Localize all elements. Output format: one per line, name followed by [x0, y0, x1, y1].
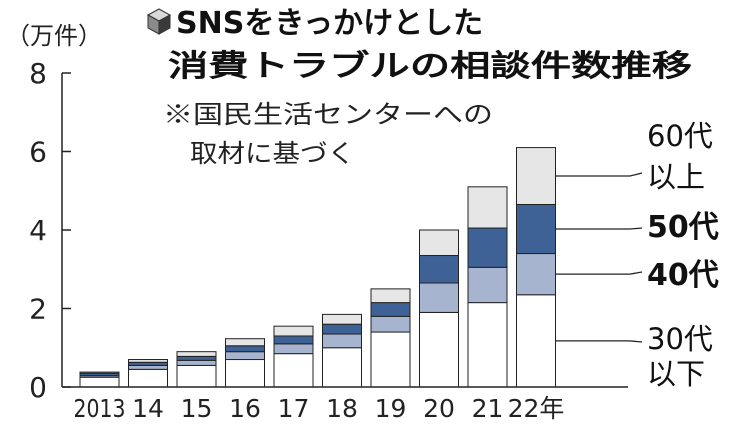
- y-tick-label: 8: [29, 57, 47, 90]
- bar-segment-2: [176, 359, 217, 366]
- bar-segment-2: [419, 282, 459, 313]
- legend-leader: [629, 227, 643, 230]
- bar-segment-1: [419, 311, 459, 388]
- legend-leader: [629, 340, 643, 343]
- bar-segment-3: [419, 255, 459, 284]
- bar-segment-4: [273, 325, 314, 337]
- bar-segment-2: [467, 266, 508, 304]
- legend-label-line2: 以下: [647, 357, 705, 391]
- bar-segment-2: [322, 333, 362, 349]
- bar-segment-3: [273, 335, 314, 345]
- bar-segment-1: [273, 353, 314, 388]
- y-tick-label: 6: [29, 136, 47, 169]
- bar-segment-2: [273, 343, 314, 355]
- x-tick-label: 19: [375, 394, 407, 423]
- y-tick-label: 4: [29, 214, 47, 247]
- legend-label: 60代: [647, 119, 713, 153]
- bar-segment-1: [176, 364, 217, 388]
- bar-segment-3: [370, 302, 411, 317]
- bar-segment-3: [176, 355, 217, 361]
- bar-segment-4: [128, 359, 168, 363]
- x-tick-label: 22年: [508, 394, 565, 423]
- bar-segment-1: [128, 368, 168, 388]
- chart-title-line2: 消費トラブルの相談件数推移: [168, 49, 692, 84]
- x-tick-label: 15: [181, 394, 213, 423]
- note-line1: ※国民生活センターへの: [163, 100, 493, 129]
- bar-segment-2: [516, 253, 556, 296]
- chart-title-line1: SNSをきっかけとした: [176, 6, 483, 41]
- x-tick-label: 21: [472, 394, 504, 423]
- bar-segment-4: [467, 186, 508, 229]
- bar-segment-3: [225, 345, 265, 353]
- note-line2: 取材に基づく: [190, 139, 355, 168]
- bar-segment-3: [322, 323, 362, 335]
- x-tick-label: 17: [278, 394, 310, 423]
- legend-leader: [629, 271, 643, 275]
- bar-segment-2: [128, 364, 168, 370]
- bar-segment-1: [79, 376, 120, 388]
- bar-segment-3: [467, 227, 508, 268]
- bars: [79, 147, 556, 388]
- bar-segment-4: [419, 229, 459, 257]
- x-tick-label: 16: [229, 394, 261, 423]
- bar-segment-4: [176, 351, 217, 357]
- bar-segment-4: [370, 288, 411, 304]
- x-tick-label: 18: [326, 394, 358, 423]
- x-axis: 2013 14 15 16 17 18 19 20 21 22年: [62, 386, 628, 423]
- legend-label: 30代: [647, 322, 713, 356]
- bar-segment-1: [467, 302, 508, 388]
- bar-segment-4: [79, 371, 120, 374]
- bar-segment-1: [516, 294, 556, 388]
- bar-segment-4: [516, 147, 556, 205]
- unit-label: （万件）: [6, 22, 102, 50]
- legend-leader: [629, 172, 643, 177]
- bar-segment-3: [516, 203, 556, 255]
- legend-label: 40代: [647, 258, 719, 293]
- bar-segment-1: [370, 331, 411, 388]
- x-tick-label: 20: [423, 394, 455, 423]
- bar-segment-4: [322, 313, 362, 325]
- bar-segment-1: [322, 347, 362, 388]
- bar-segment-2: [225, 351, 265, 361]
- x-tick-label: 14: [132, 394, 164, 423]
- bar-segment-4: [225, 338, 265, 347]
- cube-icon: [146, 8, 172, 35]
- x-tick-label: 2013: [74, 394, 126, 423]
- bar-segment-1: [225, 359, 265, 388]
- bar-segment-2: [370, 315, 411, 333]
- y-axis: 0 2 4 6 8: [29, 57, 71, 404]
- legend-label: 50代: [647, 210, 719, 245]
- y-tick-label: 2: [29, 293, 47, 326]
- legend-label-line2: 以上: [647, 160, 705, 194]
- y-tick-label: 0: [29, 371, 47, 404]
